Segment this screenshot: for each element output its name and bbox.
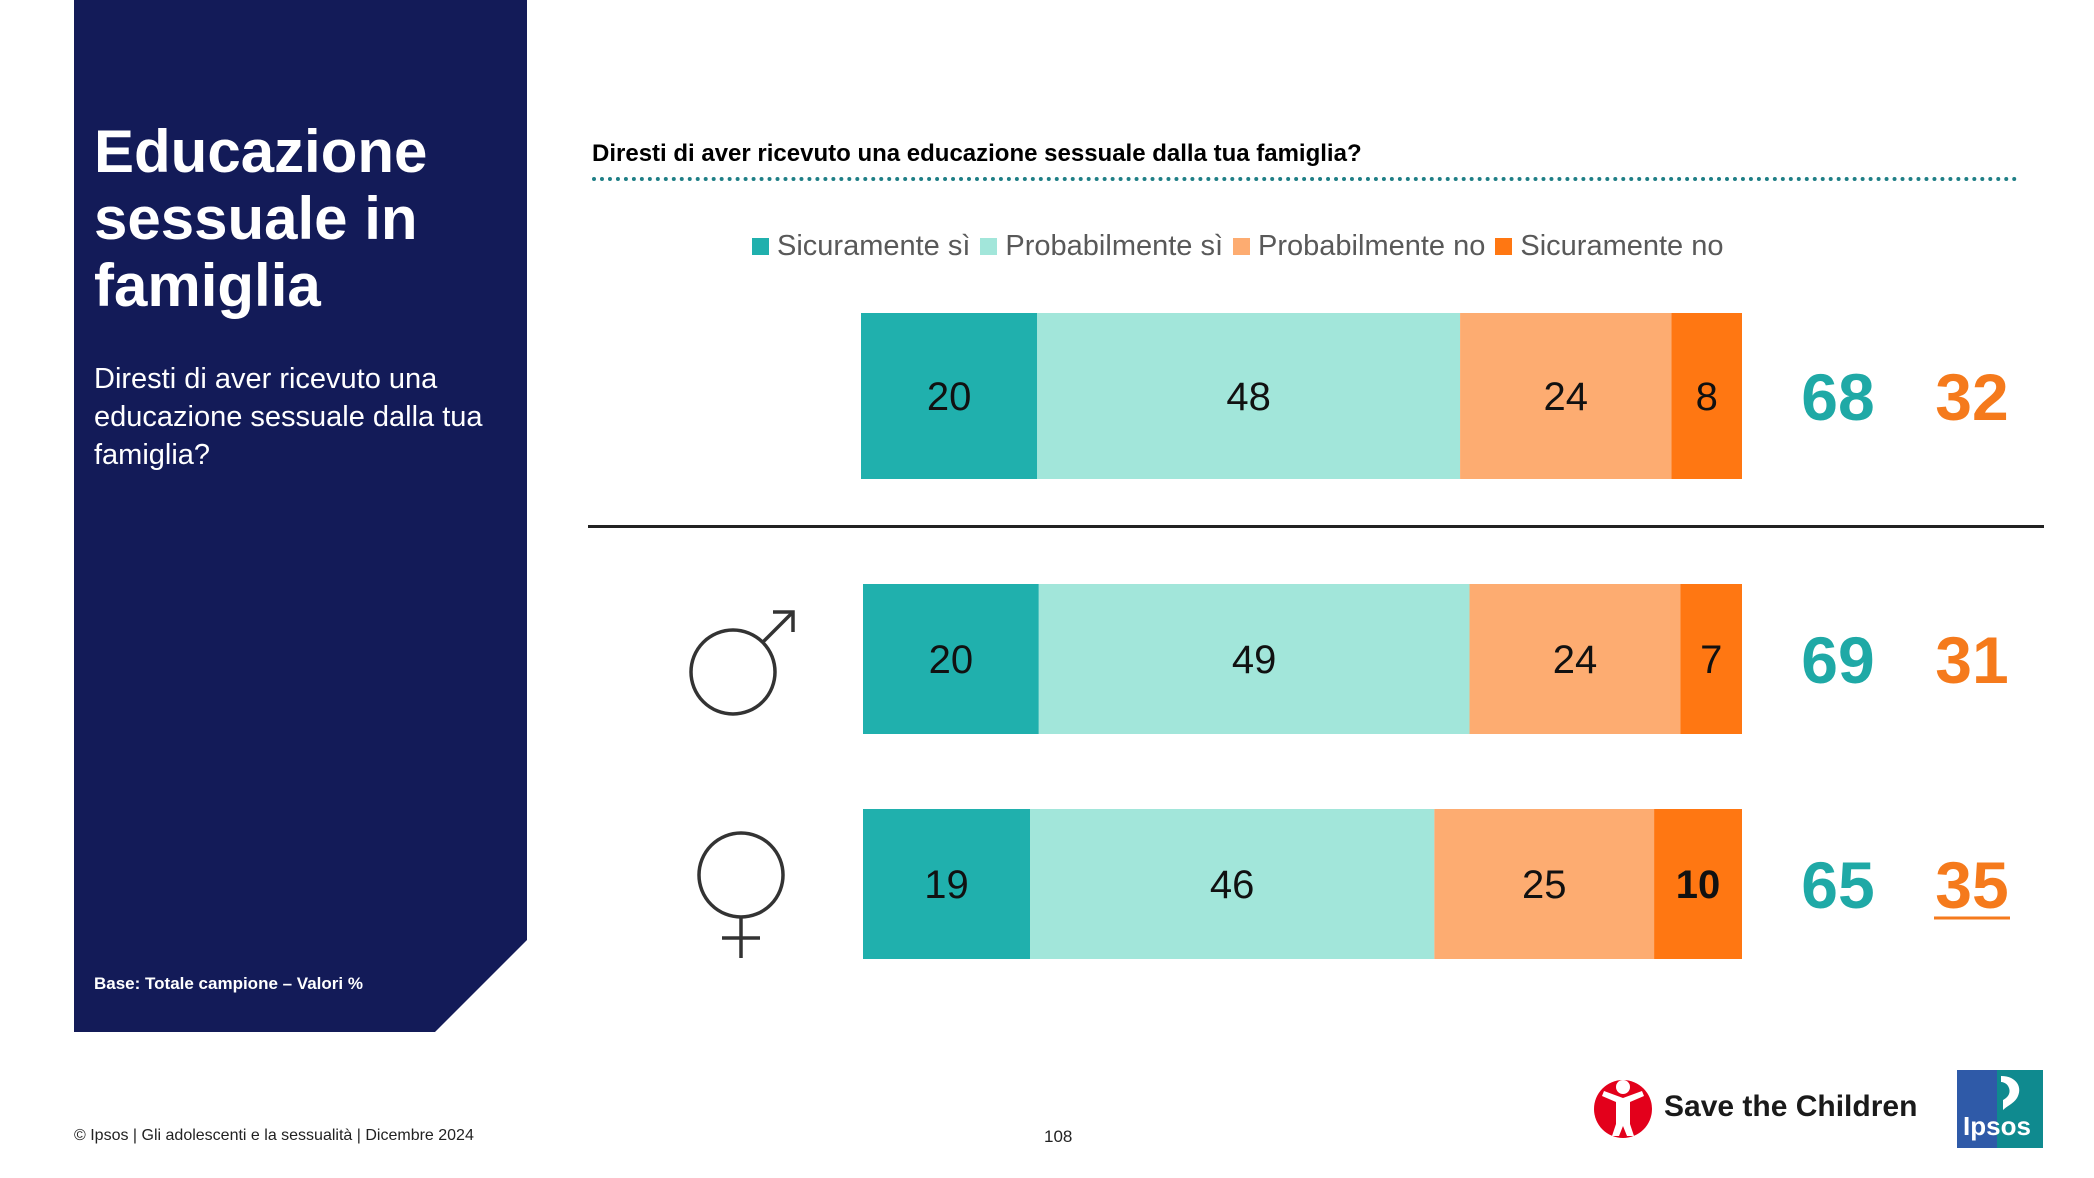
total-yes-label: 65 <box>1801 848 1874 922</box>
bar-segment <box>1460 313 1672 479</box>
bar-segment <box>1030 809 1435 959</box>
bar-value-label: 10 <box>1676 863 1721 907</box>
bar-segment <box>1671 313 1742 479</box>
bar-value-label: 20 <box>927 375 972 419</box>
bar-value-label: 19 <box>924 863 969 907</box>
male-symbol-icon <box>689 610 795 716</box>
side-panel <box>74 0 527 1032</box>
legend-label: Probabilmente sì <box>1005 229 1224 262</box>
female-symbol-icon <box>697 831 785 958</box>
legend-label: Sicuramente no <box>1520 229 1724 262</box>
bars-layer: 20 48 24 8 68 32 20 49 24 7 69 31 19 46 25 10 65 35 <box>861 313 2010 959</box>
page-number: 108 <box>1044 1127 1073 1146</box>
bar-segment <box>1038 584 1470 734</box>
ipsos-emblem-icon <box>1957 1070 2043 1148</box>
legend-label: Probabilmente no <box>1258 229 1486 262</box>
total-no-label: 32 <box>1935 360 2008 434</box>
legend-swatch <box>1233 237 1251 255</box>
legend-label: Sicuramente sì <box>777 229 971 262</box>
bar-value-label: 24 <box>1553 638 1598 682</box>
save-the-children-text: Save the Children <box>1664 1090 1918 1123</box>
bar-segment <box>863 809 1031 959</box>
base-note: Base: Totale campione – Valori % <box>94 974 363 993</box>
total-yes-label: 69 <box>1801 623 1874 697</box>
ipsos-logo: Ipsos <box>1957 1070 2043 1148</box>
bar-segment <box>1680 584 1742 734</box>
side-question: Diresti di aver ricevuto una educazione … <box>94 363 483 471</box>
legend-item-probabilmente-si: Probabilmente sì <box>980 230 1223 263</box>
save-the-children-logo: Save the Children <box>1592 1074 1917 1140</box>
bar-value-label: 46 <box>1210 863 1255 907</box>
chart-legend: Sicuramente sì Probabilmente sì Probabil… <box>752 228 1724 264</box>
row-divider <box>588 525 2044 528</box>
bar-segment <box>1037 313 1461 479</box>
bar-value-label: 20 <box>929 638 974 682</box>
bar-segment <box>1469 584 1681 734</box>
bar-value-label: 7 <box>1700 638 1722 682</box>
footer-source: © Ipsos | Gli adolescenti e la sessualit… <box>74 1127 474 1144</box>
bar-segment <box>1654 809 1742 959</box>
legend-swatch <box>752 237 769 255</box>
save-the-children-emblem-icon <box>1594 1080 1652 1138</box>
bar-value-label: 48 <box>1226 375 1271 419</box>
page-title: Educazione sessuale in famiglia <box>94 118 428 319</box>
bar-value-label: 8 <box>1696 375 1718 419</box>
legend-swatch <box>1495 237 1513 255</box>
bar-segment <box>861 313 1038 479</box>
bar-value-label: 24 <box>1544 375 1589 419</box>
legend-item-sicuramente-si: Sicuramente sì <box>752 230 970 263</box>
chart-title: Diresti di aver ricevuto una educazione … <box>592 140 1362 167</box>
bar-value-label: 49 <box>1232 638 1277 682</box>
bar-value-label: 25 <box>1522 863 1567 907</box>
ipsos-text: Ipsos <box>1963 1111 2031 1141</box>
total-yes-label: 68 <box>1801 360 1874 434</box>
legend-swatch <box>980 237 998 255</box>
bar-segment <box>863 584 1039 734</box>
bar-segment <box>1434 809 1655 959</box>
legend-item-probabilmente-no: Probabilmente no <box>1233 230 1485 263</box>
total-no-label: 35 <box>1935 848 2008 922</box>
total-no-label: 31 <box>1935 623 2008 697</box>
title-dotted-rule <box>592 177 2018 181</box>
legend-item-sicuramente-no: Sicuramente no <box>1495 229 1724 263</box>
